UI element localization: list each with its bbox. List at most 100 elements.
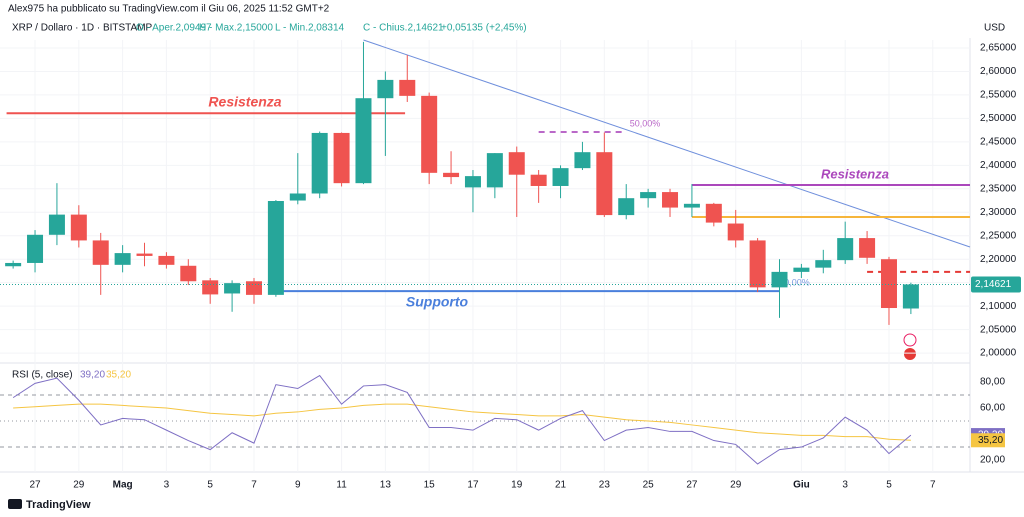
- candle-body: [48, 214, 65, 235]
- y-tick-label: 2,10000: [980, 301, 1017, 312]
- rsi-legend-ma: 35,20: [106, 370, 131, 381]
- x-tick-label: 5: [207, 480, 213, 491]
- y-tick-label: 2,30000: [980, 207, 1017, 218]
- x-tick-label: Mag: [113, 480, 133, 491]
- x-tick-label: 25: [643, 480, 655, 491]
- candle-body: [224, 283, 241, 294]
- x-tick-label: 7: [251, 480, 257, 491]
- y-tick-label: 2,65000: [980, 43, 1017, 54]
- y-tick-label: 2,60000: [980, 66, 1017, 77]
- legend-symbol: XRP / Dollaro · 1D · BITSTAMP: [12, 23, 153, 34]
- rsi-ma-line: [13, 403, 911, 441]
- drawing-label: Resistenza: [208, 94, 281, 110]
- x-tick-label: 29: [730, 480, 742, 491]
- legend-low: L - Min.2,08314: [275, 23, 345, 34]
- candle-body: [5, 262, 22, 267]
- last-price-label: 2,14621: [975, 279, 1012, 290]
- drawing-label: 0,00%: [784, 277, 810, 287]
- candle-body: [27, 234, 44, 263]
- published: Alex975 ha pubblicato su TradingView.com…: [8, 4, 330, 15]
- candle-body: [727, 223, 744, 241]
- x-tick-label: 9: [295, 480, 301, 491]
- y-tick-label: 2,45000: [980, 136, 1017, 147]
- candle-body: [311, 132, 328, 194]
- x-tick-label: 27: [686, 480, 698, 491]
- candle-body: [136, 253, 153, 256]
- event-icon: [903, 333, 917, 347]
- icons: [903, 333, 917, 360]
- x-tick-label: 21: [555, 480, 567, 491]
- candle-body: [180, 265, 197, 282]
- currency: USD: [984, 23, 1005, 34]
- candle-body: [333, 132, 350, 184]
- footer: TradingView: [26, 499, 91, 511]
- candle-body: [289, 193, 306, 201]
- rsi-line: [12, 374, 912, 465]
- candle-body: [596, 152, 613, 216]
- rsi-tick-label: 80,00: [980, 377, 1005, 388]
- rsi-tick-label: 20,00: [980, 455, 1005, 466]
- candle-body: [574, 152, 591, 169]
- x-tick-label: 5: [886, 480, 892, 491]
- drawing-label: 50,00%: [630, 118, 661, 128]
- y-tick-label: 2,40000: [980, 160, 1017, 171]
- x-tick-label: 23: [599, 480, 611, 491]
- candle-body: [749, 240, 766, 288]
- y-tick-label: 2,55000: [980, 90, 1017, 101]
- candle-body: [618, 198, 635, 216]
- candle-body: [486, 153, 503, 188]
- x-tick-label: 27: [29, 480, 41, 491]
- candle-body: [859, 238, 876, 258]
- legend-open: O - Aper.2,09497: [136, 23, 212, 34]
- candle-body: [421, 95, 438, 173]
- candle-body: [837, 238, 854, 261]
- x-tick-label: 15: [424, 480, 436, 491]
- candle-body: [530, 174, 547, 186]
- y-tick-label: 2,00000: [980, 348, 1017, 359]
- candle-body: [552, 168, 569, 186]
- candle-body: [92, 240, 109, 265]
- drawing-line: [363, 39, 971, 248]
- candle-body: [771, 271, 788, 288]
- y-tick-label: 2,35000: [980, 183, 1017, 194]
- legend-change: +0,05135 (+2,45%): [441, 23, 527, 34]
- drawing-label: Supporto: [406, 294, 469, 310]
- y-tick-label: 2,20000: [980, 254, 1017, 265]
- legend-high: H - Max.2,15000: [199, 23, 273, 34]
- candle-body: [245, 281, 262, 295]
- rsi-tick-label: 60,00: [980, 403, 1005, 414]
- x-tick-label: 29: [73, 480, 85, 491]
- candle-body: [267, 201, 284, 295]
- candle-body: [158, 255, 175, 265]
- candle-body: [464, 176, 481, 188]
- candle-body: [202, 280, 219, 295]
- x-tick-label: 17: [467, 480, 479, 491]
- footer-logo: TradingView: [8, 499, 91, 511]
- candle-body: [683, 203, 700, 208]
- logo-icon: [8, 499, 22, 509]
- candle-body: [640, 192, 657, 199]
- candle-body: [399, 79, 416, 96]
- x-tick-label: 3: [164, 480, 170, 491]
- candle-body: [902, 284, 919, 309]
- rsi-title: RSI (5, close): [12, 370, 73, 381]
- x-tick-label: 3: [842, 480, 848, 491]
- candle-body: [114, 253, 131, 265]
- candle-body: [443, 172, 460, 178]
- x-tick-label: Giu: [793, 480, 810, 491]
- rsi-ma-label: 35,20: [978, 435, 1003, 446]
- candle-body: [705, 203, 722, 223]
- candle-body: [880, 259, 897, 309]
- drawing-label: Resistenza: [821, 166, 889, 181]
- event-icon: [904, 348, 916, 360]
- rsi-ma-box: [971, 433, 1005, 448]
- x-tick-label: 19: [511, 480, 523, 491]
- y-tick-label: 2,50000: [980, 113, 1017, 124]
- y-tick-label: 2,05000: [980, 324, 1017, 335]
- x-tick-label: 7: [930, 480, 936, 491]
- rsi-legend-value: 39,20: [80, 370, 105, 381]
- last-price-box: [971, 276, 1021, 293]
- candle-body: [70, 214, 87, 241]
